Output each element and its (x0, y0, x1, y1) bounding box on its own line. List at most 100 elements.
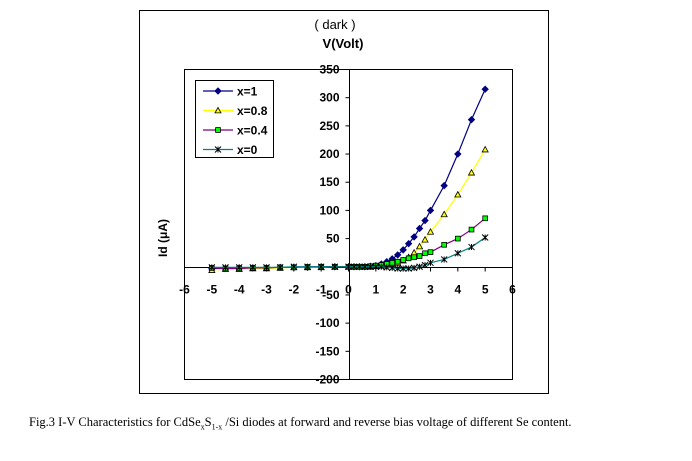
y-tick-label: 150 (319, 175, 339, 189)
x-tick-label: 1 (372, 283, 379, 297)
chart-frame (139, 10, 549, 394)
data-point (361, 263, 369, 271)
data-point (208, 263, 216, 271)
data-point (454, 150, 462, 158)
data-point (393, 251, 402, 259)
data-point (304, 263, 311, 271)
x-tick-label: -5 (206, 283, 217, 297)
data-point (468, 226, 475, 233)
x-tick-label: 4 (454, 283, 461, 297)
data-point (394, 265, 402, 272)
x-tick-label: -3 (261, 283, 272, 297)
y-tick-label: -200 (315, 373, 339, 387)
data-point (415, 242, 424, 250)
x-tick-label: -4 (234, 283, 245, 297)
data-point (317, 263, 325, 271)
data-point (214, 87, 222, 95)
data-point (399, 265, 407, 272)
data-point (455, 235, 461, 242)
data-point (214, 106, 222, 114)
data-point (389, 260, 396, 266)
data-point (426, 228, 435, 235)
data-point (426, 206, 435, 215)
x-tick-label: 6 (509, 283, 516, 297)
legend: x=1 x=0.8 x=0.4 x=0 (195, 80, 274, 158)
data-point (481, 85, 489, 93)
data-point (404, 239, 413, 248)
data-point (415, 224, 424, 233)
x-tick-label: 2 (400, 283, 407, 297)
series-x-0 (208, 234, 489, 272)
series-line (211, 149, 486, 271)
data-point (421, 235, 429, 243)
series-x-0-4 (209, 215, 488, 272)
legend-label: x=0.8 (237, 104, 268, 118)
data-point (427, 249, 434, 255)
y-tick-label: 200 (319, 147, 339, 161)
data-point (421, 261, 429, 269)
iv-chart: ( dark ) V(Volt) Id (μA) -200-150-100-50… (139, 10, 549, 394)
data-point (482, 215, 488, 222)
data-point (405, 265, 412, 272)
data-point (215, 127, 221, 133)
data-point (249, 263, 257, 271)
y-tick-label: 250 (319, 119, 339, 133)
data-point (235, 263, 243, 271)
figure-caption: Fig.3 I-V Characteristics for CdSexS1-x … (29, 415, 572, 432)
x-tick-label: -2 (288, 283, 299, 297)
data-point (372, 263, 380, 271)
y-tick-label: -50 (322, 288, 340, 302)
data-point (331, 263, 339, 271)
legend-label: x=0 (237, 143, 258, 157)
data-point (441, 241, 447, 248)
x-tick-label: -1 (316, 283, 327, 297)
data-point (421, 216, 429, 225)
data-point (454, 249, 462, 257)
data-point (214, 146, 222, 153)
y-tick-label: 350 (319, 63, 339, 77)
series-x-0-8 (208, 145, 489, 273)
x-tick-label: 3 (427, 283, 434, 297)
data-point (468, 243, 475, 251)
data-point (356, 263, 363, 271)
y-tick-label: 300 (319, 91, 339, 105)
data-point (345, 263, 352, 271)
data-point (367, 263, 374, 271)
data-point (383, 263, 391, 271)
data-point (481, 145, 489, 153)
data-point (440, 256, 448, 263)
data-point (416, 253, 423, 259)
data-point (411, 254, 417, 260)
y-tick-label: -150 (315, 344, 339, 358)
data-point (399, 246, 407, 254)
y-tick-label: -100 (315, 316, 339, 330)
data-point (263, 263, 270, 271)
data-point (400, 257, 406, 263)
data-point (410, 233, 418, 241)
x-tick-label: 0 (345, 283, 352, 297)
data-point (454, 190, 462, 198)
legend-label: x=1 (237, 85, 258, 99)
data-point (467, 168, 476, 176)
data-point (276, 263, 284, 271)
data-point (481, 234, 489, 241)
data-point (440, 181, 448, 190)
x-tick-label: 5 (482, 283, 489, 297)
data-point (290, 263, 298, 271)
data-point (427, 259, 434, 267)
data-point (394, 258, 401, 265)
chart-title: ( dark ) (314, 17, 355, 32)
data-point (377, 263, 385, 271)
data-point (388, 264, 396, 272)
data-point (467, 115, 476, 124)
data-point (422, 250, 428, 257)
y-tick-label: 50 (326, 232, 340, 246)
x-tick-label: -6 (179, 283, 190, 297)
data-point (350, 263, 358, 271)
y-tick-label: 100 (319, 203, 339, 217)
x-axis-label: V(Volt) (323, 36, 364, 51)
data-point (222, 263, 229, 271)
data-point (440, 210, 448, 218)
legend-label: x=0.4 (237, 124, 268, 138)
data-point (405, 255, 412, 262)
